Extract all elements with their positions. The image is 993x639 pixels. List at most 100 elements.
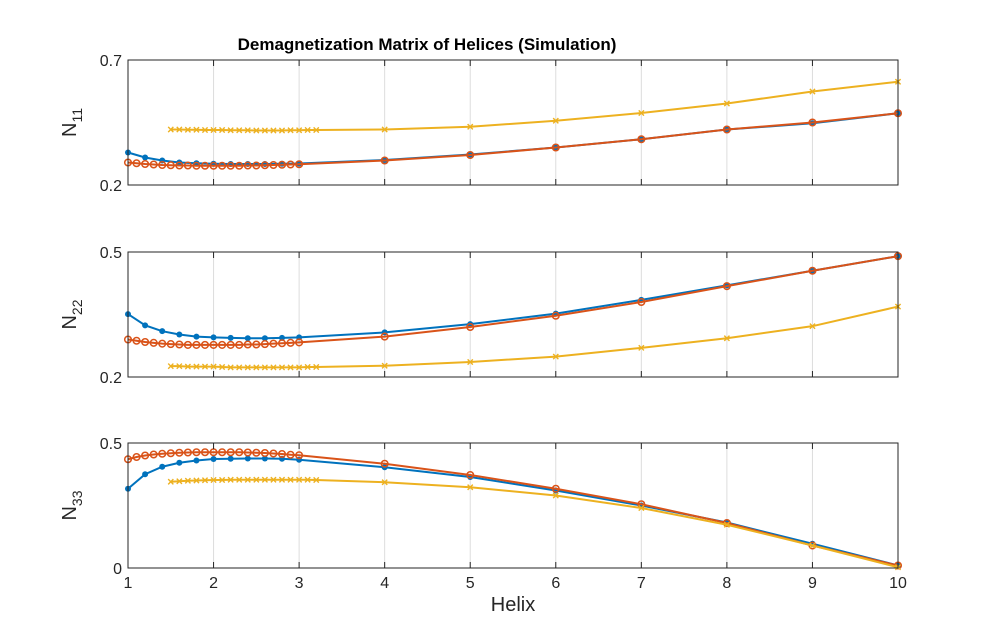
data-point: [551, 143, 560, 152]
y-tick-label: 0.2: [100, 370, 122, 387]
series-line-blue: [127, 255, 899, 340]
data-point: [551, 484, 560, 493]
series-line-yellow: [170, 478, 899, 569]
data-point: [552, 117, 559, 124]
y-axis-label-sub: 22: [69, 299, 85, 315]
data-point: [159, 463, 166, 470]
data-point: [201, 477, 209, 484]
data-point: [380, 332, 389, 341]
data-point: [175, 448, 184, 457]
data-point: [638, 344, 645, 351]
data-point: [227, 127, 234, 134]
data-point: [236, 127, 243, 134]
data-point: [141, 451, 150, 460]
y-tick-label: 0: [113, 561, 122, 578]
y-axis-label-sub: 11: [69, 108, 85, 123]
data-point: [722, 125, 731, 134]
series-line-blue: [127, 457, 899, 567]
data-point: [287, 476, 294, 483]
data-point: [278, 364, 286, 371]
data-point: [192, 340, 201, 349]
data-point: [141, 159, 150, 169]
data-point: [381, 362, 388, 369]
data-point: [380, 156, 389, 165]
data-point: [192, 448, 201, 457]
data-point: [227, 455, 234, 462]
y-tick-label: 0.5: [100, 436, 122, 453]
series-line-orange: [127, 255, 899, 346]
data-point: [210, 126, 217, 134]
data-point: [637, 135, 646, 144]
data-point: [551, 311, 560, 320]
data-point: [218, 448, 227, 457]
data-point: [313, 363, 320, 371]
data-point: [260, 340, 269, 349]
data-point: [183, 448, 192, 457]
y-axis-label-sub: 33: [69, 490, 85, 506]
data-point: [287, 127, 294, 134]
data-point: [296, 127, 303, 134]
data-point: [141, 337, 150, 347]
data-point: [270, 476, 277, 483]
data-point: [277, 160, 287, 169]
data-point: [286, 450, 295, 459]
data-point: [638, 504, 645, 512]
data-point: [236, 476, 243, 483]
data-point: [261, 364, 268, 371]
data-point: [466, 470, 475, 480]
y-axis-label-main: N: [59, 506, 81, 520]
data-point: [296, 476, 303, 483]
data-point: [193, 363, 200, 370]
data-point: [809, 323, 816, 330]
data-point: [552, 353, 559, 360]
data-point: [723, 100, 730, 107]
y-tick-label: 0.7: [100, 53, 122, 70]
data-point: [193, 477, 200, 484]
x-tick-label: 7: [637, 575, 646, 592]
data-point: [167, 363, 174, 370]
axes-frame: [127, 442, 899, 569]
data-point: [201, 126, 209, 134]
data-point: [149, 338, 158, 347]
data-point: [149, 450, 158, 459]
series-line-orange: [127, 112, 899, 167]
data-point: [235, 161, 244, 170]
data-point: [278, 476, 286, 483]
data-point: [184, 477, 191, 484]
data-point: [175, 340, 184, 349]
data-point: [723, 521, 730, 528]
data-point: [809, 542, 816, 549]
data-point: [159, 328, 166, 335]
data-point: [158, 449, 167, 458]
data-point: [132, 159, 141, 168]
data-point: [244, 476, 251, 483]
x-tick-label: 3: [295, 575, 304, 592]
data-point: [467, 484, 474, 491]
data-point: [209, 161, 218, 170]
data-point: [287, 364, 294, 371]
data-point: [193, 126, 200, 133]
data-point: [244, 335, 251, 342]
data-point: [142, 322, 149, 329]
data-point: [243, 161, 252, 170]
data-point: [261, 127, 268, 134]
data-point: [723, 335, 730, 342]
data-point: [261, 476, 268, 483]
data-point: [226, 448, 235, 457]
data-point: [277, 449, 287, 459]
data-point: [269, 339, 278, 348]
y-tick-label: 0.5: [100, 245, 122, 262]
data-point: [132, 336, 141, 345]
data-point: [380, 459, 389, 468]
subplot-3: 0 0.5 N33 1 2 3 4 5 6 7 8 9 10: [59, 436, 907, 592]
subplot-1: 0.2 0.7 N11: [59, 53, 903, 195]
x-tick-label: 2: [209, 575, 218, 592]
data-point: [176, 363, 183, 370]
data-point: [167, 126, 174, 133]
data-point: [200, 161, 210, 170]
data-point: [722, 282, 731, 291]
data-point: [279, 334, 285, 341]
data-point: [142, 471, 149, 478]
data-point: [149, 160, 158, 169]
